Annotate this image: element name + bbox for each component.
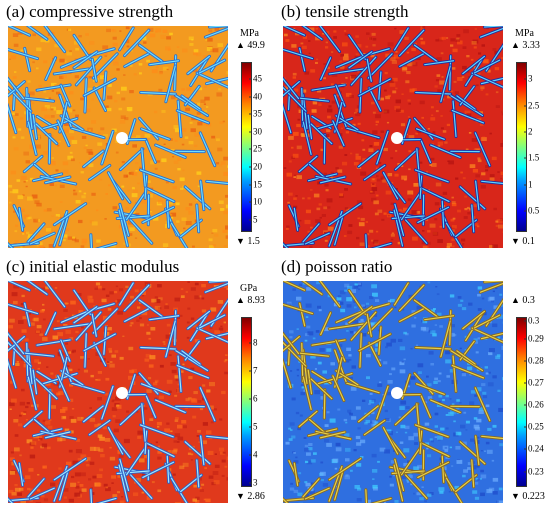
colorbar-tick-label: 0.27 <box>524 377 544 388</box>
colorbar-tick-label: 0.26 <box>524 399 544 410</box>
colorbar-tick-label: 25 <box>249 143 262 154</box>
panel-title: (b) tensile strength <box>281 2 409 21</box>
field-map <box>8 26 228 248</box>
colorbar-tick-label: 8 <box>249 337 258 348</box>
colorbar-min: ▼ 0.1 <box>511 236 535 247</box>
down-triangle-icon: ▼ <box>511 236 520 246</box>
colorbar-tick-label: 45 <box>249 73 262 84</box>
colorbar-tick-label: 15 <box>249 179 262 190</box>
panel-title: (d) poisson ratio <box>281 257 393 276</box>
colorbar-tick-label: 1 <box>524 179 533 190</box>
colorbar-min: ▼ 2.86 <box>236 491 265 502</box>
down-triangle-icon: ▼ <box>511 491 520 501</box>
colorbar-tick-label: 40 <box>249 91 262 102</box>
colorbar-max: ▲ 0.3 <box>511 295 535 306</box>
colorbar-tick-label: 5 <box>249 214 258 225</box>
up-triangle-icon: ▲ <box>511 295 520 305</box>
colorbar-tick-label: 2.5 <box>523 100 540 111</box>
colorbar-max: ▲ 49.9 <box>236 40 265 51</box>
colorbar-tick-label: 3 <box>249 477 258 488</box>
unit-label: MPa <box>240 28 259 39</box>
panel-c: (c) initial elastic modulus GPa ▲ 8.93 8… <box>0 255 275 510</box>
colorbar-ticks: 8 7 6 5 4 3 <box>249 317 277 488</box>
colorbar-tick-label: 0.24 <box>524 443 544 454</box>
colorbar-max: ▲ 8.93 <box>236 295 265 306</box>
colorbar-tick-label: 0.25 <box>524 421 544 432</box>
up-triangle-icon: ▲ <box>236 295 245 305</box>
colorbar-max: ▲ 3.33 <box>511 40 540 51</box>
colorbar <box>516 317 527 487</box>
up-triangle-icon: ▲ <box>236 40 245 50</box>
colorbar-tick-label: 0.23 <box>524 466 544 477</box>
colorbar-tick-label: 5 <box>249 421 258 432</box>
colorbar-tick-label: 3 <box>524 73 533 84</box>
colorbar-tick-label: 0.5 <box>523 205 540 216</box>
up-triangle-icon: ▲ <box>511 40 520 50</box>
colorbar-tick-label: 35 <box>249 108 262 119</box>
panel-title: (c) initial elastic modulus <box>6 257 180 276</box>
colorbar <box>516 62 527 232</box>
colorbar-tick-label: 20 <box>249 161 262 172</box>
colorbar-tick-label: 30 <box>249 126 262 137</box>
down-triangle-icon: ▼ <box>236 491 245 501</box>
field-map <box>283 281 503 503</box>
field-map <box>8 281 228 503</box>
panel-d: (d) poisson ratio ▲ 0.3 0.3 0.29 0.28 0.27 0… <box>275 255 550 510</box>
panel-a: (a) compressive strength MPa ▲ 49.9 45 40… <box>0 0 275 255</box>
colorbar-tick-label: 0.28 <box>524 355 544 366</box>
colorbar-ticks: 3 2.5 2 1.5 1 0.5 <box>523 62 550 232</box>
colorbar-tick-label: 0.3 <box>523 315 540 326</box>
colorbar-tick-label: 4 <box>249 449 258 460</box>
colorbar-tick-label: 6 <box>249 393 258 404</box>
colorbar-ticks: 45 40 35 30 25 20 15 10 5 <box>249 62 277 232</box>
unit-label: GPa <box>240 283 258 294</box>
unit-label: MPa <box>515 28 534 39</box>
field-map <box>283 26 503 248</box>
colorbar-tick-label: 7 <box>249 365 258 376</box>
colorbar <box>241 62 252 232</box>
down-triangle-icon: ▼ <box>236 236 245 246</box>
colorbar-ticks: 0.3 0.29 0.28 0.27 0.26 0.25 0.24 0.23 <box>523 315 550 487</box>
colorbar-tick-label: 10 <box>249 196 262 207</box>
colorbar-min: ▼ 1.5 <box>236 236 260 247</box>
panel-b: (b) tensile strength MPa ▲ 3.33 3 2.5 2 1.5… <box>275 0 550 255</box>
colorbar-tick-label: 0.29 <box>524 333 544 344</box>
colorbar-tick-label: 1.5 <box>523 152 540 163</box>
colorbar-min: ▼ 0.223 <box>511 491 545 502</box>
colorbar-tick-label: 2 <box>524 126 533 137</box>
colorbar <box>241 317 252 487</box>
panel-title: (a) compressive strength <box>6 2 174 21</box>
